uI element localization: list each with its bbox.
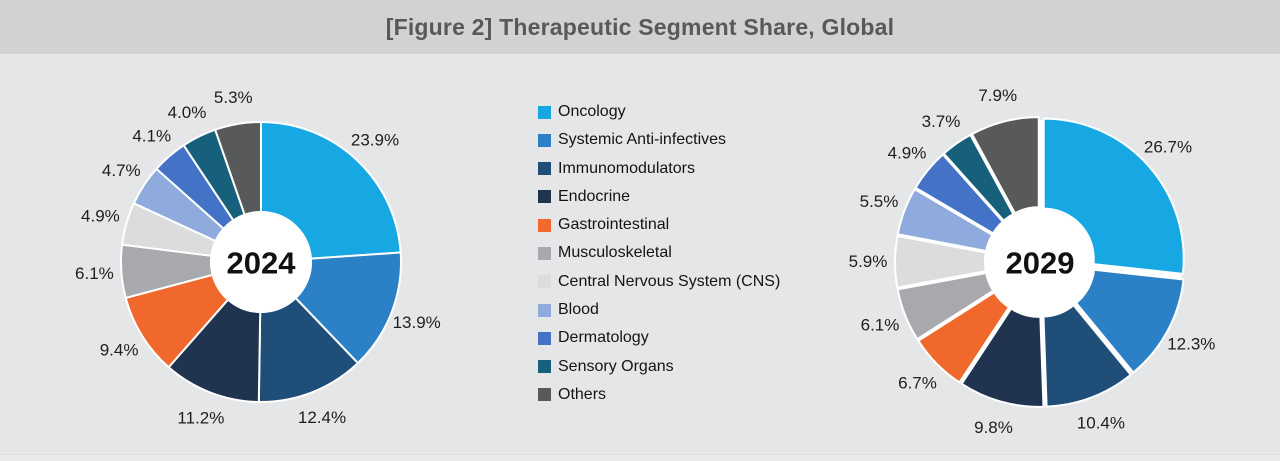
pie-label-endocrine-2029: 9.8% (974, 418, 1013, 437)
pie-label-musculoskeletal-2024: 6.1% (75, 264, 114, 283)
pie-label-gastrointestinal-2029: 6.7% (898, 373, 937, 392)
figure-title: [Figure 2] Therapeutic Segment Share, Gl… (385, 13, 895, 40)
legend-swatch-gastrointestinal (538, 218, 551, 232)
donut-chart-2024: 23.9% 13.9% 12.4% 11.2% 9.4% 6.1% 4.9% 4.7% 4.1%… (75, 88, 441, 427)
legend-label-dermatology: Dermatology (558, 329, 649, 347)
legend-swatch-others (538, 388, 551, 402)
legend-swatch-sensory-organs (538, 360, 551, 374)
legend-item-others: Others (538, 385, 780, 403)
legend-label-blood: Blood (558, 301, 599, 319)
legend-item-blood: Blood (538, 302, 780, 318)
figure-header-band: [Figure 2] Therapeutic Segment Share, Gl… (0, 0, 1280, 54)
pie-label-gastrointestinal-2024: 9.4% (100, 341, 139, 360)
legend-item-immunomodulators: Immunomodulators (538, 159, 780, 177)
legend-label-sensory-organs: Sensory Organs (558, 357, 674, 375)
legend-swatch-dermatology (538, 331, 551, 345)
pie-label-central-nervous-system-cns-2029: 5.9% (849, 252, 888, 271)
pie-label-others-2024: 5.3% (214, 88, 253, 107)
pie-slice-endocrine-2029 (960, 307, 1045, 408)
pie-slice-blood-2029 (896, 187, 994, 253)
legend-item-systemic-anti-infectives: Systemic Anti-infectives (538, 132, 780, 148)
donut-center-year-2024: 2024 (227, 246, 297, 281)
pie-label-central-nervous-system-cns-2024: 4.9% (81, 207, 120, 226)
legend-item-gastrointestinal: Gastrointestinal (538, 217, 780, 233)
pie-label-systemic-anti-infectives-2024: 13.9% (393, 313, 441, 332)
pie-slice-systemic-anti-infectives-2029 (1074, 268, 1185, 374)
legend-swatch-endocrine (538, 190, 551, 204)
legend-swatch-central-nervous-system-cns (538, 275, 551, 289)
legend-label-others: Others (558, 385, 607, 403)
pie-slice-others-2029 (970, 116, 1040, 215)
pie-slice-musculoskeletal-2029 (896, 271, 995, 341)
donut-hole (986, 208, 1094, 316)
pie-label-blood-2029: 5.5% (860, 192, 899, 211)
donut-center-year-2029: 2029 (1006, 246, 1075, 281)
pie-label-sensory-organs-2024: 4.0% (168, 103, 207, 122)
legend-label-oncology: Oncology (558, 103, 626, 120)
legend-label-immunomodulators: Immunomodulators (558, 159, 695, 177)
pie-slice-central-nervous-system-cns-2029 (893, 234, 988, 289)
bottom-divider (0, 454, 1280, 461)
pie-label-endocrine-2024: 11.2% (177, 408, 224, 427)
legend-swatch-immunomodulators (538, 162, 551, 176)
legend-label-central-nervous-system-cns: Central Nervous System (CNS) (558, 272, 781, 290)
pie-slice-oncology-2029 (1042, 117, 1185, 275)
pie-label-dermatology-2024: 4.1% (132, 126, 171, 145)
pie-label-dermatology-2029: 4.9% (888, 143, 927, 162)
legend-item-dermatology: Dermatology (538, 330, 780, 346)
legend-label-systemic-anti-infectives: Systemic Anti-infectives (558, 131, 727, 149)
pie-slice-gastrointestinal-2029 (917, 291, 1011, 384)
legend-item-sensory-organs: Sensory Organs (538, 357, 780, 375)
pie-label-musculoskeletal-2029: 6.1% (861, 316, 900, 335)
pie-label-oncology-2024: 23.9% (351, 131, 399, 150)
legend-label-gastrointestinal: Gastrointestinal (558, 216, 670, 234)
legend-item-musculoskeletal: Musculoskeletal (538, 245, 780, 261)
legend-swatch-oncology (538, 105, 551, 119)
pie-label-others-2029: 7.9% (978, 86, 1017, 105)
legend-item-central-nervous-system-cns: Central Nervous System (CNS) (538, 272, 781, 290)
pie-label-blood-2024: 4.7% (102, 161, 141, 180)
pie-slice-dermatology-2029 (914, 153, 1005, 235)
donut-chart-2029: 26.7% 12.3% 10.4% 9.8% 6.7% 6.1% 5.9% 5.5% 4.9% 3… (849, 86, 1216, 437)
pie-label-sensory-organs-2029: 3.7% (922, 112, 961, 131)
pie-slice-immunomodulators-2029 (1042, 303, 1133, 408)
donut-hole (210, 211, 312, 313)
legend-label-endocrine: Endocrine (558, 187, 631, 205)
legend-swatch-blood (538, 303, 551, 317)
pie-label-systemic-anti-infectives-2029: 12.3% (1167, 334, 1215, 353)
legend-swatch-systemic-anti-infectives (538, 133, 551, 147)
legend-label-musculoskeletal: Musculoskeletal (558, 244, 672, 262)
legend-item-endocrine: Endocrine (538, 187, 780, 205)
legend-swatch-musculoskeletal (538, 246, 551, 260)
chart-legend: Oncology Systemic Anti-infectives Immunomo… (538, 104, 780, 415)
legend-item-oncology: Oncology (538, 104, 780, 120)
pie-label-immunomodulators-2024: 12.4% (298, 408, 346, 427)
pie-slice-sensory-organs-2029 (942, 133, 1015, 223)
pie-label-oncology-2029: 26.7% (1144, 138, 1192, 157)
pie-label-immunomodulators-2029: 10.4% (1077, 413, 1125, 432)
